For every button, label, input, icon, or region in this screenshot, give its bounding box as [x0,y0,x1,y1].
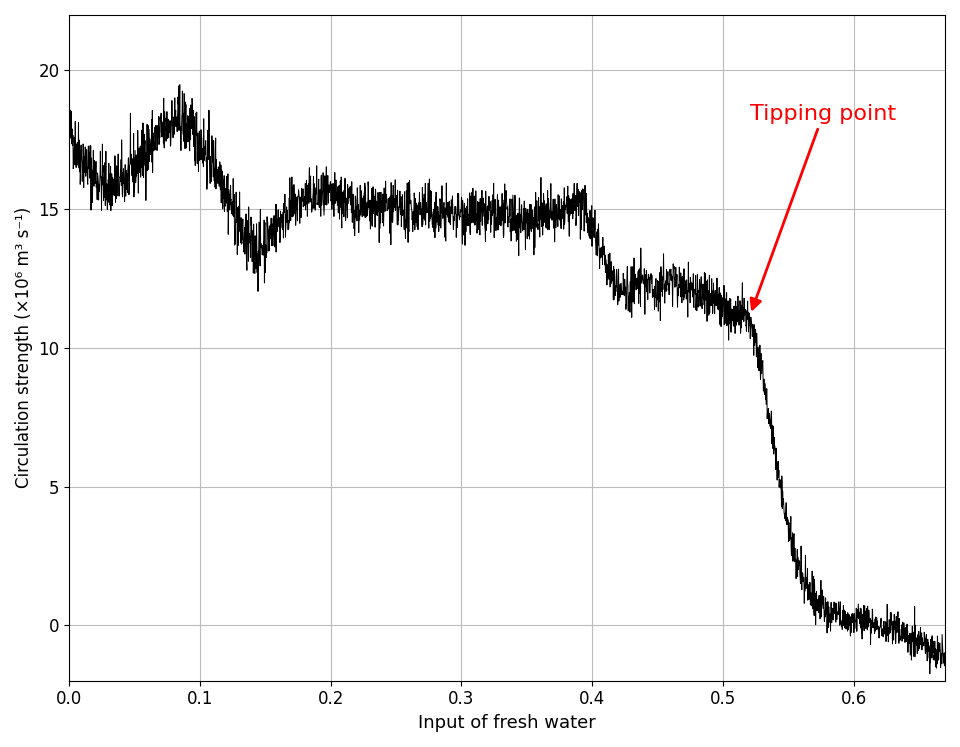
X-axis label: Input of fresh water: Input of fresh water [419,714,596,732]
Text: Tipping point: Tipping point [751,104,897,309]
Y-axis label: Circulation strength (×10⁶ m³ s⁻¹): Circulation strength (×10⁶ m³ s⁻¹) [15,207,33,489]
